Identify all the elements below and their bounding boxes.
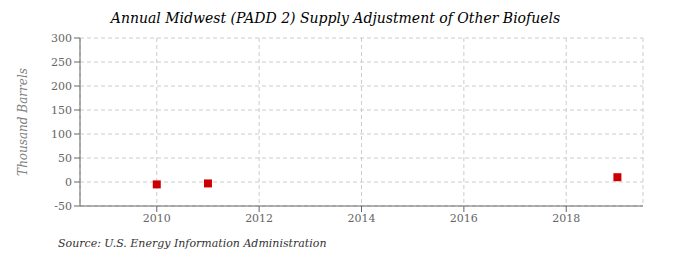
- svg-text:300: 300: [51, 32, 72, 45]
- svg-text:2014: 2014: [348, 212, 376, 225]
- svg-text:150: 150: [51, 104, 72, 117]
- svg-text:50: 50: [58, 152, 72, 165]
- svg-text:0: 0: [65, 176, 72, 189]
- html-text:Annual Midwest (PADD 2) Supply: Annual Midwest (PADD 2) Supply Adjustmen…: [110, 10, 561, 26]
- svg-text:250: 250: [51, 56, 72, 69]
- svg-text:Thousand Barrels: Thousand Barrels: [16, 68, 30, 176]
- svg-text:2018: 2018: [552, 212, 580, 225]
- svg-text:2010: 2010: [143, 212, 171, 225]
- svg-text:200: 200: [51, 80, 72, 93]
- svg-text:100: 100: [51, 128, 72, 141]
- html-text:Source: U.S. Energy Informatio: Source: U.S. Energy Information Administ…: [58, 237, 327, 250]
- svg-text:2016: 2016: [450, 212, 478, 225]
- svg-text:-50: -50: [54, 200, 72, 213]
- svg-text:2012: 2012: [245, 212, 273, 225]
